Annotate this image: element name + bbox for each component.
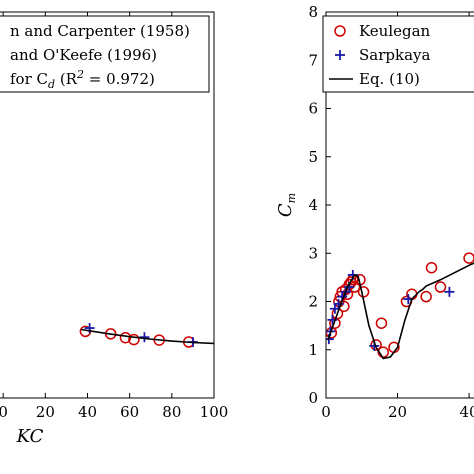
- legend-label-part: Eq. (10): [359, 70, 420, 88]
- y-tick-label: 8: [308, 3, 318, 21]
- series-0-point: [420, 290, 432, 303]
- series-0-point: [370, 339, 382, 351]
- series-2-line: [327, 262, 474, 360]
- x-tick-label: 0: [321, 403, 331, 421]
- legend-box: [0, 15, 210, 93]
- y-tick-label: 7: [308, 51, 318, 69]
- y-tick-label: 2: [308, 293, 318, 311]
- series-1-point: [139, 332, 150, 343]
- y-tick-label: 5: [308, 148, 318, 166]
- legend-marker: [334, 25, 346, 37]
- y-tick-label: 0: [308, 389, 318, 407]
- legend-label-part: Sarpkaya: [359, 46, 430, 64]
- x-tick-label: 40: [460, 403, 474, 421]
- legend-label-script: d: [48, 78, 55, 91]
- x-tick-label: 100: [200, 403, 229, 421]
- x-tick-label: 20: [388, 403, 407, 421]
- legend-label: n and Carpenter (1958): [10, 22, 190, 40]
- y-tick-label: 3: [308, 244, 318, 262]
- series-2-line: [81, 328, 214, 345]
- legend-label: Eq. (10): [359, 70, 420, 88]
- series-0-point: [425, 261, 438, 274]
- legend-label-part: n and Carpenter (1958): [10, 22, 190, 40]
- legend-label: Sarpkaya: [359, 46, 430, 64]
- x-tick-label: 60: [120, 403, 139, 421]
- legend-label-script: 2: [76, 68, 84, 81]
- legend-label-part: and O'Keefe (1996): [10, 46, 157, 64]
- y-tick-label: 6: [308, 100, 318, 118]
- legend-label: and O'Keefe (1996): [10, 46, 157, 64]
- panel-b: 02040012345678Cm​(b)KeuleganSarpkayaEq. …: [275, 3, 474, 421]
- plot-area: [326, 252, 474, 360]
- x-axis-label: KC: [16, 426, 44, 447]
- series-1-point: [444, 286, 455, 297]
- series-1-point: [333, 298, 344, 309]
- x-tick-label: 40: [78, 403, 97, 421]
- y-axis-label-script: m: [285, 193, 298, 203]
- series-0-point: [326, 327, 338, 339]
- panel-a: 0 20 40 60 80 100 KC n and Carpenter (1958) and …: [0, 11, 229, 447]
- legend-label-part: for C: [10, 70, 48, 88]
- series-0-point: [463, 252, 474, 264]
- legend-marker: [335, 50, 345, 60]
- y-tick-label: 4: [308, 196, 318, 214]
- y-axis-label: Cm​: [275, 193, 298, 217]
- legend-label-part: (R: [55, 70, 78, 88]
- x-tick-label: 20: [36, 403, 55, 421]
- x-tick-label: 0: [0, 403, 8, 421]
- legend-label-part: = 0.972): [84, 70, 155, 88]
- legend-label: for Cd​ (R2​ = 0.972): [10, 68, 155, 91]
- series-0-point: [128, 333, 140, 346]
- legend-label-part: Keulegan: [359, 22, 431, 40]
- legend-label: Keulegan: [359, 22, 431, 40]
- x-tick-label: 80: [162, 403, 181, 421]
- series-0-point: [119, 331, 132, 344]
- series-0-point: [434, 281, 447, 293]
- y-axis-label-part: C: [275, 203, 296, 217]
- series-0-point: [375, 317, 388, 329]
- plot-area: [79, 323, 214, 348]
- y-tick-label: 1: [308, 341, 318, 359]
